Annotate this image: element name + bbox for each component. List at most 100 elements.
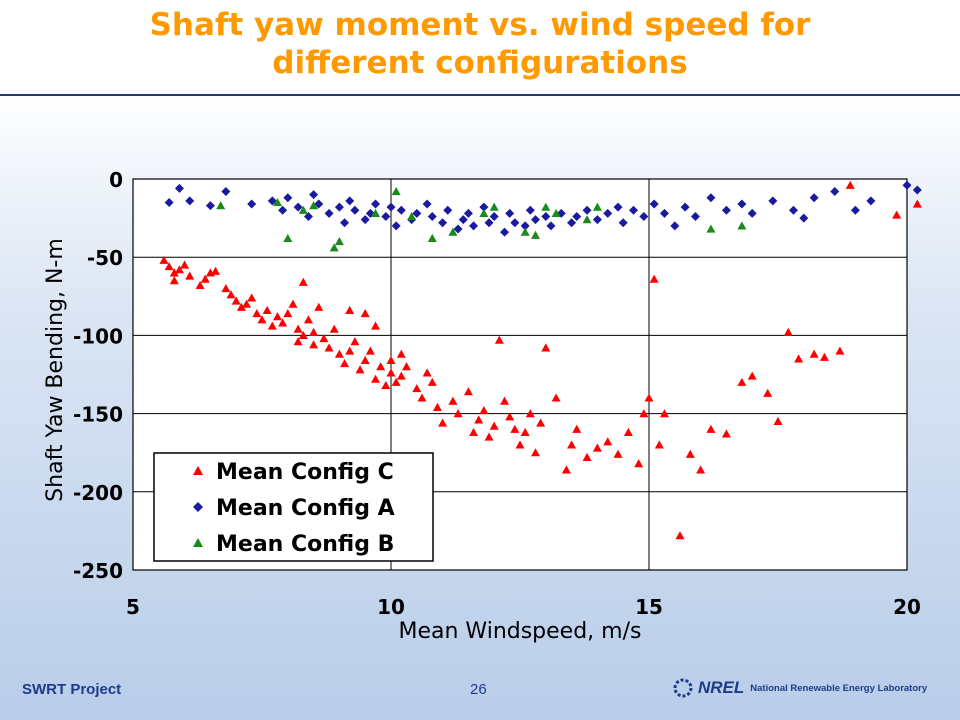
point-config-a	[247, 199, 257, 209]
point-config-c	[242, 299, 252, 308]
point-config-a	[629, 205, 639, 215]
point-config-c	[386, 368, 396, 377]
point-config-a	[489, 212, 499, 222]
point-config-c	[293, 324, 303, 333]
point-config-c	[515, 440, 525, 449]
point-config-c	[649, 274, 659, 283]
point-config-c	[603, 437, 613, 446]
point-config-a	[453, 224, 463, 234]
point-config-c	[520, 427, 530, 436]
y-tick-label: -150	[73, 403, 123, 427]
point-config-b	[592, 202, 602, 211]
point-config-c	[381, 380, 391, 390]
point-config-a	[603, 208, 613, 218]
point-config-c	[494, 335, 504, 344]
point-config-c	[350, 337, 360, 346]
point-config-c	[479, 405, 489, 415]
point-config-c	[845, 180, 855, 189]
point-config-a	[912, 185, 922, 195]
point-config-a	[371, 199, 381, 209]
point-config-b	[391, 187, 401, 196]
point-config-a	[670, 221, 680, 231]
point-config-c	[303, 315, 313, 324]
point-config-a	[484, 218, 494, 228]
point-config-c	[185, 271, 195, 280]
point-config-c	[360, 355, 370, 365]
point-config-c	[180, 260, 190, 269]
y-tick-label: 0	[109, 168, 123, 192]
point-config-b	[551, 208, 561, 218]
point-config-a	[659, 208, 669, 218]
point-config-c	[267, 321, 277, 330]
slide-title: Shaft yaw moment vs. wind speed for diff…	[0, 6, 960, 82]
point-config-b	[706, 224, 716, 233]
point-config-a	[567, 218, 577, 228]
point-config-c	[500, 396, 510, 405]
point-config-a	[799, 213, 809, 223]
point-config-a	[267, 196, 277, 206]
point-config-c	[174, 265, 184, 274]
x-axis-label: Mean Windspeed, m/s	[399, 619, 642, 644]
point-config-c	[355, 365, 365, 374]
point-config-c	[319, 334, 329, 343]
point-config-c	[639, 409, 649, 418]
point-config-c	[309, 327, 319, 336]
legend-marker	[193, 538, 203, 547]
y-tick-label: -200	[73, 481, 123, 505]
point-config-a	[850, 205, 860, 215]
point-config-c	[278, 318, 288, 327]
point-config-c	[417, 393, 427, 402]
point-config-a	[283, 193, 293, 203]
point-config-b	[272, 197, 282, 207]
point-config-a	[443, 205, 453, 215]
point-config-c	[324, 343, 334, 352]
point-config-c	[257, 315, 267, 324]
point-config-c	[685, 449, 695, 458]
point-config-a	[788, 205, 798, 215]
point-config-a	[649, 199, 659, 209]
point-config-b	[520, 227, 530, 236]
point-config-a	[350, 205, 360, 215]
point-config-a	[902, 180, 912, 190]
point-config-a	[324, 208, 334, 218]
point-config-c	[469, 427, 479, 436]
point-config-b	[737, 221, 747, 230]
point-config-a	[510, 218, 520, 228]
point-config-c	[448, 396, 458, 405]
point-config-c	[412, 384, 422, 393]
point-config-c	[252, 309, 262, 318]
page-number: 26	[470, 681, 487, 698]
point-config-c	[510, 424, 520, 433]
point-config-c	[371, 321, 381, 330]
point-config-b	[309, 201, 319, 210]
slide-title-line1: Shaft yaw moment vs. wind speed for	[149, 7, 811, 43]
point-config-c	[623, 427, 633, 436]
point-config-c	[283, 309, 293, 318]
point-config-a	[747, 208, 757, 218]
point-config-c	[536, 418, 546, 427]
point-config-a	[438, 218, 448, 228]
point-config-a	[613, 202, 623, 212]
point-config-c	[706, 424, 716, 433]
point-config-a	[340, 218, 350, 228]
point-config-c	[819, 352, 829, 361]
point-config-c	[809, 349, 819, 358]
point-config-c	[438, 418, 448, 427]
point-config-c	[386, 355, 396, 365]
point-config-c	[314, 302, 324, 311]
point-config-a	[572, 212, 582, 222]
y-tick-label: -100	[73, 324, 123, 348]
point-config-c	[696, 465, 706, 474]
point-config-b	[489, 202, 499, 211]
point-config-c	[422, 368, 432, 377]
legend-label: Mean Config C	[216, 460, 394, 485]
point-config-a	[386, 202, 396, 212]
point-config-c	[567, 440, 577, 449]
point-config-c	[592, 443, 602, 452]
x-tick-label: 20	[893, 595, 921, 619]
point-config-c	[912, 199, 922, 208]
point-config-c	[396, 349, 406, 358]
point-config-c	[334, 349, 344, 358]
point-config-c	[195, 280, 205, 289]
point-config-b	[479, 208, 489, 218]
